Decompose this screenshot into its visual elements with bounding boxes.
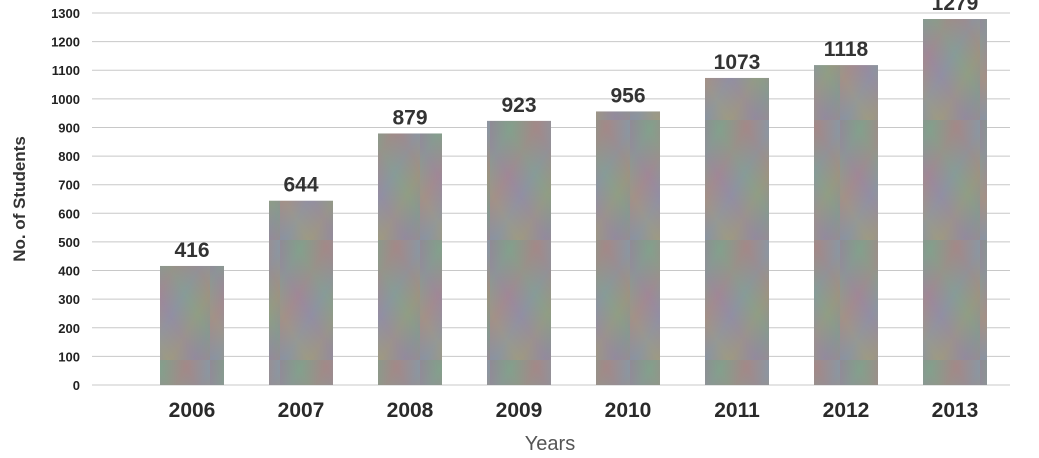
x-axis-title: Years xyxy=(525,433,575,455)
y-tick-label: 1000 xyxy=(51,92,80,107)
x-tick-label-2012: 2012 xyxy=(823,399,870,422)
y-tick-label: 600 xyxy=(58,206,80,221)
y-tick-label: 800 xyxy=(58,149,80,164)
x-tick-label-2010: 2010 xyxy=(605,399,652,422)
x-tick-label-2006: 2006 xyxy=(169,399,216,422)
data-label-2008: 879 xyxy=(392,106,427,129)
y-tick-label: 100 xyxy=(58,349,80,364)
bar-2007 xyxy=(269,200,333,385)
x-tick-label-2007: 2007 xyxy=(278,399,325,422)
data-label-2011: 1073 xyxy=(714,51,761,74)
data-labels: 416 644 879 923 956 1073 1118 1279 xyxy=(174,0,978,262)
data-label-2012: 1118 xyxy=(824,38,869,61)
data-label-2009: 923 xyxy=(501,94,536,117)
data-label-2010: 956 xyxy=(610,84,645,107)
bar-2006 xyxy=(160,265,224,385)
y-tick-label: 1300 xyxy=(51,6,80,21)
y-tick-label: 400 xyxy=(58,264,80,279)
bar-2011 xyxy=(705,77,769,386)
y-tick-label: 1200 xyxy=(51,35,80,50)
bar-2008 xyxy=(378,133,442,385)
data-label-2006: 416 xyxy=(174,239,209,262)
x-axis-ticks: 2006 2007 2008 2009 2010 2011 2012 2013 xyxy=(169,399,979,422)
bar-2010 xyxy=(596,111,660,385)
x-tick-label-2009: 2009 xyxy=(496,399,543,422)
y-tick-label: 200 xyxy=(58,321,80,336)
y-tick-label: 300 xyxy=(58,292,80,307)
x-tick-label-2013: 2013 xyxy=(932,399,979,422)
x-tick-label-2011: 2011 xyxy=(714,399,760,422)
y-tick-label: 0 xyxy=(73,378,80,393)
data-label-2007: 644 xyxy=(283,174,318,197)
y-tick-label: 500 xyxy=(58,235,80,250)
bar-2013 xyxy=(923,19,987,386)
y-tick-label: 1100 xyxy=(52,63,80,78)
y-tick-label: 700 xyxy=(58,178,80,193)
x-tick-label-2008: 2008 xyxy=(387,399,434,422)
data-label-2013: 1279 xyxy=(932,0,979,15)
bar-2012 xyxy=(814,65,878,385)
y-axis-ticks: 0 100 200 300 400 500 600 700 800 900 1000 1100 1200… xyxy=(51,6,80,393)
bar-2009 xyxy=(487,120,551,385)
y-axis-title: No. of Students xyxy=(10,136,29,262)
bars xyxy=(160,19,987,386)
y-tick-label: 900 xyxy=(58,120,80,135)
